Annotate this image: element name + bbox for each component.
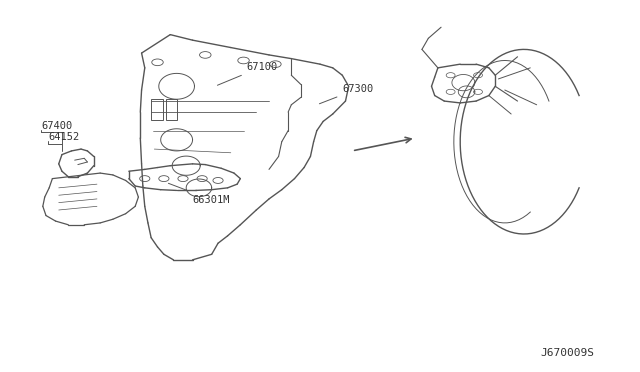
Bar: [166, 99, 177, 119]
Text: 67300: 67300: [319, 84, 374, 104]
Text: J670009S: J670009S: [540, 348, 594, 358]
Bar: [151, 99, 163, 119]
Text: 64152: 64152: [48, 132, 79, 142]
Text: 67100: 67100: [218, 62, 278, 85]
Text: 66301M: 66301M: [168, 183, 230, 205]
Text: 67400: 67400: [41, 121, 72, 131]
